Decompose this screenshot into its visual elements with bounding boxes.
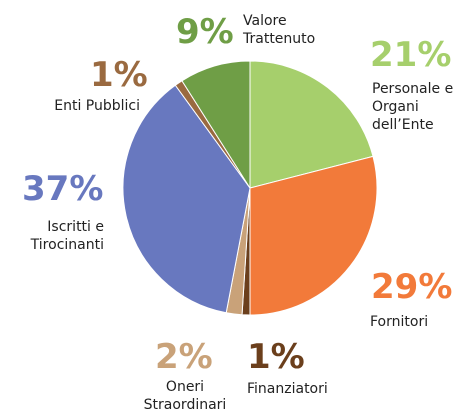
category-label: Enti Pubblici — [54, 98, 140, 114]
value-label: 29% — [371, 267, 453, 307]
value-label: 2% — [155, 337, 213, 377]
pie-slice — [181, 60, 251, 190]
category-label: Iscritti e Tirocinanti — [30, 219, 104, 253]
value-label: 9% — [176, 12, 234, 52]
category-label: Fornitori — [370, 314, 429, 330]
category-label: Valore Trattenuto — [243, 13, 316, 47]
value-label: 37% — [22, 169, 104, 209]
pie-slice — [249, 155, 378, 316]
value-label: 1% — [247, 337, 305, 377]
pie-slice — [122, 84, 251, 314]
value-label: 21% — [370, 35, 452, 75]
pie-slice — [249, 60, 374, 189]
value-label: 1% — [90, 55, 148, 95]
category-label: Oneri Straordinari — [143, 379, 227, 413]
category-label: Personale e Organi dell’Ente — [372, 81, 454, 133]
category-label: Finanziatori — [247, 381, 328, 397]
